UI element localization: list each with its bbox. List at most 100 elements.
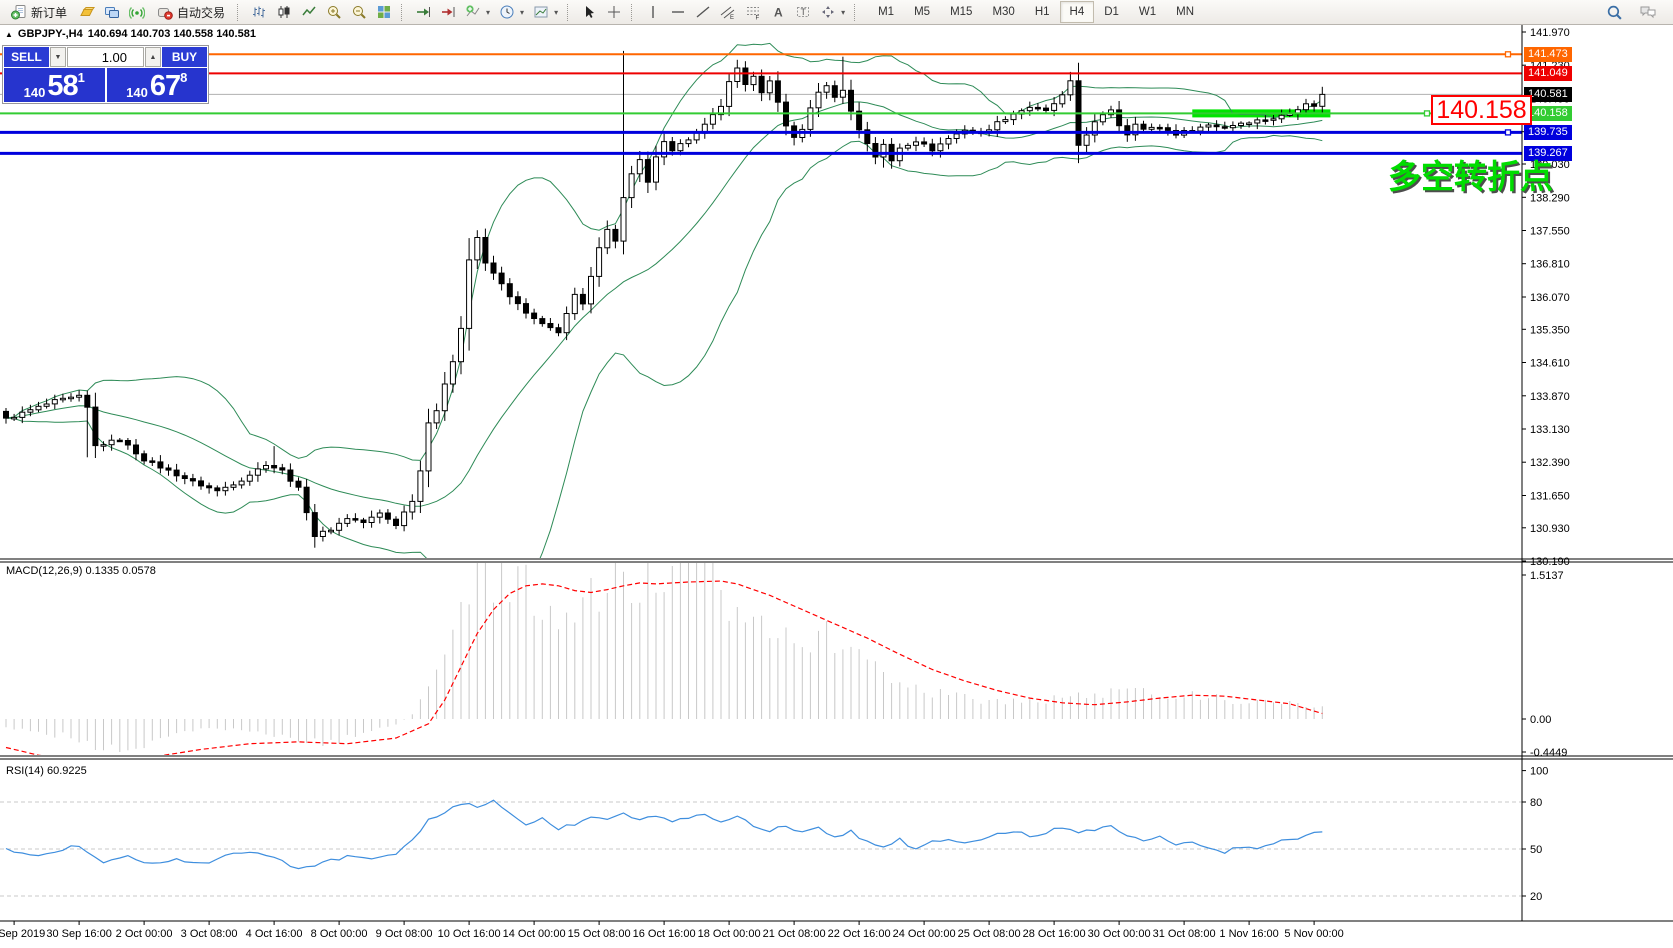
templates-button[interactable]: ▾ <box>529 1 562 23</box>
cursor-button[interactable] <box>577 1 601 23</box>
hosting-icon <box>105 7 120 18</box>
chevron-down-icon: ▾ <box>486 7 491 17</box>
new-order-button[interactable]: 新订单 <box>4 1 74 23</box>
price-badge-140.158: 140.158 <box>1524 106 1572 121</box>
fibonacci-button[interactable]: F <box>741 1 765 23</box>
svg-text:10 Oct 16:00: 10 Oct 16:00 <box>438 928 501 940</box>
timeframe-d1[interactable]: D1 <box>1094 1 1129 23</box>
template-icon <box>534 6 548 18</box>
timeframe-mn[interactable]: MN <box>1166 1 1204 23</box>
chart-shift-button[interactable] <box>436 1 460 23</box>
chevron-down-icon: ▾ <box>841 7 846 17</box>
line-chart-icon <box>302 6 316 16</box>
symbol-period-label: GBPJPY-,H4 <box>17 28 83 40</box>
buy-price-point: 8 <box>180 70 188 85</box>
svg-text:A: A <box>774 6 783 20</box>
price-badge-141.473: 141.473 <box>1524 47 1572 62</box>
toolbar-grip <box>401 3 406 21</box>
periods-button[interactable]: ▾ <box>495 1 528 23</box>
vertical-line-icon <box>652 6 654 18</box>
svg-text:5 Nov 00:00: 5 Nov 00:00 <box>1284 928 1343 940</box>
current-price-badge: 140.581 <box>1524 87 1572 102</box>
horizontal-line-button[interactable] <box>666 1 690 23</box>
toolbar-grip <box>854 3 859 21</box>
gold-button[interactable] <box>75 1 99 23</box>
fibonacci-icon: F <box>747 7 760 21</box>
buy-price-button[interactable]: 140 67 8 <box>106 68 207 102</box>
autoscroll-button[interactable] <box>411 1 435 23</box>
timeframe-m1[interactable]: M1 <box>868 1 904 23</box>
cursor-icon <box>586 6 595 18</box>
candlestick-icon <box>278 6 290 18</box>
timeframe-m30[interactable]: M30 <box>982 1 1024 23</box>
crosshair-icon <box>608 6 621 18</box>
timeframe-h1[interactable]: H1 <box>1025 1 1060 23</box>
vertical-line-button[interactable] <box>641 1 665 23</box>
horizontal-line-icon <box>672 11 685 13</box>
volume-input[interactable]: 1.00 <box>67 47 144 67</box>
virtual-hosting-button[interactable] <box>100 1 124 23</box>
svg-text:30 Oct 00:00: 30 Oct 00:00 <box>1088 928 1151 940</box>
bar-chart-icon <box>253 6 266 18</box>
indicators-button[interactable]: ▾ <box>461 1 494 23</box>
text-button[interactable]: A <box>766 1 790 23</box>
sell-price-button[interactable]: 140 58 1 <box>4 68 105 102</box>
macd-indicator-label: MACD(12,26,9) 0.1335 0.0578 <box>6 565 156 577</box>
macd-name: MACD(12,26,9) <box>6 565 83 577</box>
svg-text:133.130: 133.130 <box>1530 424 1570 436</box>
text-label-icon: T <box>797 7 810 17</box>
chart-canvas[interactable]: 141.970141.230140.490139.750139.030138.2… <box>0 25 1673 948</box>
bar-chart-button[interactable] <box>247 1 271 23</box>
volume-down-button[interactable]: ▼ <box>50 47 66 67</box>
clock-icon <box>500 5 514 19</box>
turning-point-annotation[interactable]: 多空转折点 <box>1388 158 1553 195</box>
svg-text:0.00: 0.00 <box>1530 714 1551 726</box>
svg-text:141.970: 141.970 <box>1530 27 1570 39</box>
svg-text:131.650: 131.650 <box>1530 491 1570 503</box>
timeframe-m15[interactable]: M15 <box>940 1 982 23</box>
arrows-button[interactable]: ▾ <box>816 1 849 23</box>
svg-text:25 Oct 08:00: 25 Oct 08:00 <box>958 928 1021 940</box>
panel-collapse-toggle[interactable]: ▲ <box>5 29 13 39</box>
signals-button[interactable] <box>125 1 149 23</box>
tile-windows-button[interactable] <box>372 1 396 23</box>
svg-text:F: F <box>756 16 760 21</box>
chevron-down-icon: ▾ <box>520 7 525 17</box>
symbol-info-bar: ▲ GBPJPY-,H4 140.694 140.703 140.558 140… <box>5 28 256 40</box>
buy-price-pips: 67 <box>149 70 181 102</box>
search-button[interactable] <box>1602 1 1627 23</box>
text-label-button[interactable]: T <box>791 1 815 23</box>
zoom-in-button[interactable] <box>322 1 346 23</box>
timeframe-toolbar: M1 M5 M15 M30 H1 H4 D1 W1 MN <box>868 1 1204 23</box>
volume-up-button[interactable]: ▲ <box>145 47 161 67</box>
svg-text:3 Oct 08:00: 3 Oct 08:00 <box>181 928 238 940</box>
rsi-value: 60.9225 <box>46 765 87 777</box>
line-chart-button[interactable] <box>297 1 321 23</box>
zoom-out-button[interactable] <box>347 1 371 23</box>
equidistant-channel-button[interactable]: E <box>716 1 740 23</box>
autoscroll-icon <box>417 7 431 17</box>
trendline-icon <box>696 6 710 18</box>
svg-text:130.930: 130.930 <box>1530 523 1570 535</box>
svg-text:139.030: 139.030 <box>1530 159 1570 171</box>
candlestick-chart-button[interactable] <box>272 1 296 23</box>
autotrading-button[interactable]: 自动交易 <box>150 1 232 23</box>
timeframe-w1[interactable]: W1 <box>1129 1 1166 23</box>
svg-text:130.190: 130.190 <box>1530 556 1570 568</box>
crosshair-button[interactable] <box>602 1 626 23</box>
buy-header-button[interactable]: BUY <box>162 47 207 67</box>
chat-button[interactable] <box>1635 1 1661 23</box>
svg-text:133.870: 133.870 <box>1530 391 1570 403</box>
toolbar-grip <box>567 3 572 21</box>
text-icon: A <box>774 6 783 20</box>
sell-header-button[interactable]: SELL <box>4 47 49 67</box>
svg-text:1.5137: 1.5137 <box>1530 570 1564 582</box>
svg-text:136.810: 136.810 <box>1530 259 1570 271</box>
timeframe-m5[interactable]: M5 <box>904 1 940 23</box>
gold-bar-icon <box>80 7 96 16</box>
timeframe-h4[interactable]: H4 <box>1059 1 1095 23</box>
price-level-callout[interactable]: 140.158 <box>1431 95 1532 125</box>
price-badge-139.267: 139.267 <box>1524 146 1572 161</box>
trendline-button[interactable] <box>691 1 715 23</box>
svg-text:135.350: 135.350 <box>1530 324 1570 336</box>
